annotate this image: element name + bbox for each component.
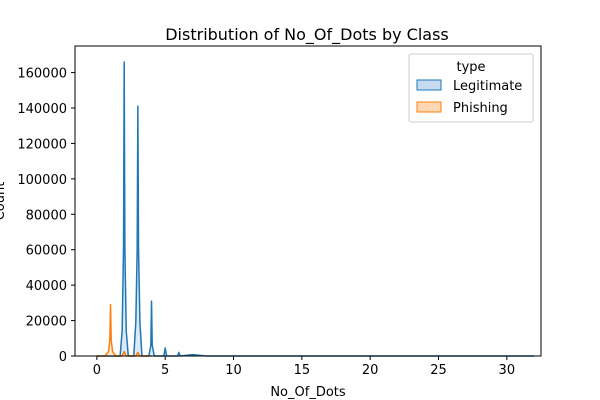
y-tick-label: 40000 [26,279,67,294]
x-tick-label: 15 [294,363,311,378]
x-tick-label: 5 [161,363,169,378]
x-tick-label: 0 [93,363,101,378]
y-axis-label: Count [0,182,8,221]
legend: type Legitimate Phishing [408,53,534,123]
x-tick-label: 20 [362,363,379,378]
y-tick-label: 0 [59,350,67,365]
y-tick-label: 80000 [26,208,67,223]
y-tick-label: 100000 [17,173,67,188]
plot-frame [74,45,542,357]
x-tick-label: 10 [225,363,242,378]
y-tick-label: 60000 [26,244,67,259]
y-tick-label: 140000 [17,102,67,117]
y-tick-label: 20000 [26,315,67,330]
x-tick-label: 30 [499,363,516,378]
chart-title: Distribution of No_Of_Dots by Class [165,25,449,45]
x-tick-label: 25 [430,363,447,378]
legend-label-phishing: Phishing [453,101,508,116]
y-tick-label: 120000 [17,137,67,152]
y-tick-label: 160000 [17,67,67,82]
legend-swatch-legitimate [416,79,442,91]
x-axis-ticks: 0 5 10 15 20 25 30 [93,356,515,378]
x-axis-label: No_Of_Dots [270,385,346,400]
legend-title: type [456,60,485,75]
y-axis-ticks: 0 20000 40000 60000 80000 100000 120000 140000 1… [17,67,75,365]
legend-label-legitimate: Legitimate [453,79,522,94]
legend-swatch-phishing [416,101,442,113]
